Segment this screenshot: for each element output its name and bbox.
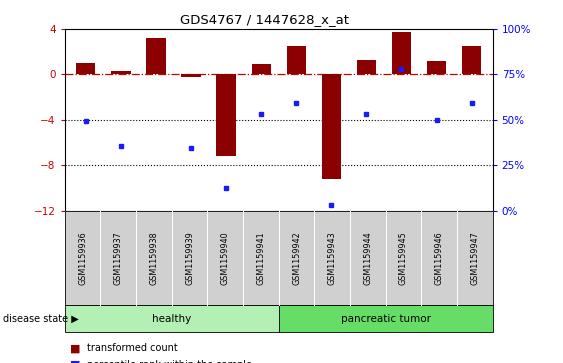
Bar [287, 46, 306, 74]
Bar [462, 46, 481, 74]
Bar [76, 63, 96, 74]
Text: disease state ▶: disease state ▶ [3, 314, 79, 323]
Text: GSM1159943: GSM1159943 [328, 231, 337, 285]
Bar [427, 61, 446, 74]
Text: ■: ■ [70, 343, 81, 354]
Text: pancreatic tumor: pancreatic tumor [341, 314, 431, 323]
Text: GSM1159946: GSM1159946 [435, 231, 444, 285]
Bar [321, 74, 341, 179]
Bar [216, 74, 236, 156]
Text: GSM1159944: GSM1159944 [363, 231, 372, 285]
Text: GSM1159939: GSM1159939 [185, 231, 194, 285]
Text: GSM1159947: GSM1159947 [470, 231, 479, 285]
Text: GSM1159938: GSM1159938 [149, 231, 158, 285]
Text: ■: ■ [70, 360, 81, 363]
Text: healthy: healthy [152, 314, 191, 323]
Text: GSM1159937: GSM1159937 [114, 231, 123, 285]
Bar [146, 38, 166, 74]
Bar [392, 32, 411, 74]
Text: GSM1159941: GSM1159941 [256, 231, 265, 285]
Text: GSM1159945: GSM1159945 [399, 231, 408, 285]
Text: GSM1159940: GSM1159940 [221, 231, 230, 285]
Bar [357, 60, 376, 74]
Bar [252, 64, 271, 74]
Bar [181, 74, 200, 77]
Text: percentile rank within the sample: percentile rank within the sample [87, 360, 252, 363]
Text: transformed count: transformed count [87, 343, 178, 354]
Bar [111, 71, 131, 74]
Text: GSM1159936: GSM1159936 [78, 231, 87, 285]
Text: GDS4767 / 1447628_x_at: GDS4767 / 1447628_x_at [180, 13, 349, 26]
Text: GSM1159942: GSM1159942 [292, 231, 301, 285]
